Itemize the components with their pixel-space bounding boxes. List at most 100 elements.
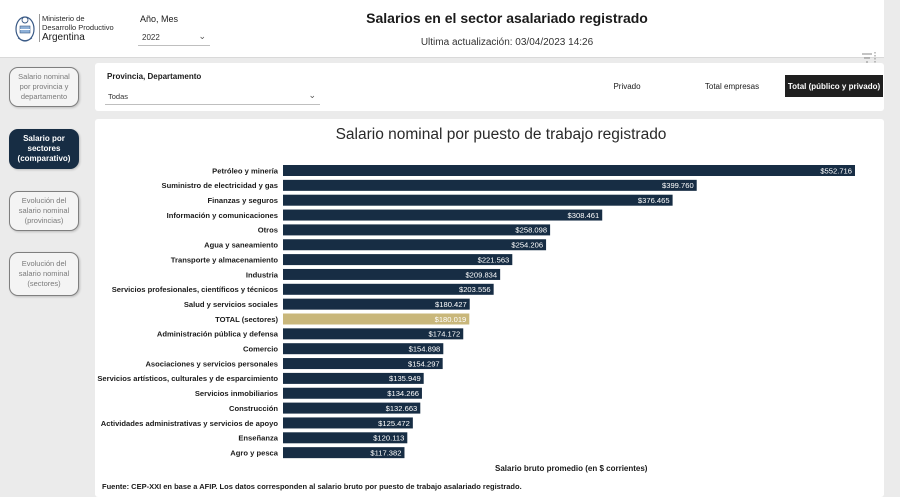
bar[interactable]	[283, 283, 494, 295]
logo-divider	[39, 14, 40, 42]
header: Ministerio de Desarrollo Productivo Arge…	[0, 0, 884, 58]
value-label: $135.949	[389, 374, 421, 383]
category-label: Petróleo y minería	[212, 166, 279, 175]
bar[interactable]	[283, 224, 551, 236]
value-label: $125.472	[378, 419, 410, 428]
segment-label: Privado	[613, 81, 641, 91]
bar[interactable]	[283, 209, 603, 221]
bar[interactable]	[283, 358, 443, 370]
segment-label: Total (público y privado)	[787, 81, 881, 91]
logo-line-3: Argentina	[42, 32, 85, 43]
bar[interactable]	[283, 372, 424, 384]
value-label: $180.427	[435, 300, 467, 309]
value-label: $117.382	[370, 448, 401, 457]
segment-total-publico-privado[interactable]: Total (público y privado)	[785, 75, 883, 97]
chevron-down-icon: ⌄	[198, 31, 206, 41]
bar[interactable]	[283, 313, 470, 325]
value-label: $174.172	[429, 330, 461, 339]
logo-line-1: Ministerio de	[42, 14, 85, 23]
value-label: $552.716	[820, 166, 852, 175]
province-dropdown-value: Todas	[108, 92, 129, 101]
category-label: Agro y pesca	[230, 448, 278, 457]
nav-salario-sectores[interactable]: Salario por sectores (comparativo)	[9, 129, 79, 169]
category-label: Servicios profesionales, científicos y t…	[112, 285, 278, 294]
bar-chart: Petróleo y minería $552.716 Suministro de …	[97, 165, 855, 459]
bar[interactable]	[283, 268, 501, 280]
nav-evolucion-provincias[interactable]: Evolución del salario nominal (provincia…	[9, 191, 79, 231]
category-label: Actividades administrativas y servicios …	[101, 419, 279, 428]
value-label: $209.834	[465, 270, 497, 279]
category-label: TOTAL (sectores)	[215, 315, 278, 324]
nav-label: Evolución del salario nominal (sectores)	[18, 259, 70, 288]
x-axis-label: Salario bruto promedio (en $ corrientes)	[495, 464, 648, 473]
category-label: Agua y saneamiento	[204, 241, 278, 250]
ministry-logo: Ministerio de Desarrollo Productivo Arge…	[14, 12, 114, 46]
period-dropdown-value: 2022	[142, 33, 160, 42]
value-label: $221.563	[478, 255, 510, 264]
bar[interactable]	[283, 417, 413, 429]
category-label: Servicios artísticos, culturales y de es…	[97, 374, 278, 383]
value-label: $120.113	[373, 434, 404, 443]
bar[interactable]	[283, 194, 673, 206]
bar[interactable]	[283, 179, 697, 191]
segment-label: Total empresas	[704, 81, 760, 91]
value-label: $203.556	[459, 285, 491, 294]
argentina-seal-icon	[15, 16, 35, 42]
nav-label: Evolución del salario nominal (provincia…	[18, 196, 70, 225]
segment-privado[interactable]: Privado	[587, 75, 667, 97]
period-label: Año, Mes	[140, 14, 179, 24]
nav-label: Salario por sectores (comparativo)	[17, 134, 71, 163]
last-update-text: Ultima actualización: 03/04/2023 14:26	[420, 37, 594, 48]
filter-panel: Provincia, Departamento Todas ⌄ Privado …	[95, 63, 884, 111]
category-label: Comercio	[243, 345, 278, 354]
value-label: $399.760	[662, 181, 694, 190]
bar[interactable]	[283, 387, 422, 399]
chevron-down-icon: ⌄	[308, 90, 316, 100]
category-label: Suministro de electricidad y gas	[162, 181, 278, 190]
period-dropdown[interactable]: 2022 ⌄	[138, 30, 210, 46]
category-label: Otros	[258, 226, 278, 235]
category-label: Asociaciones y servicios personales	[145, 359, 278, 368]
category-label: Enseñanza	[238, 434, 278, 443]
filter-icon[interactable]	[862, 52, 876, 64]
value-label: $154.898	[409, 345, 441, 354]
bar[interactable]	[283, 402, 421, 414]
chart-card: Salario nominal por puesto de trabajo re…	[95, 119, 884, 497]
category-label: Finanzas y seguros	[208, 196, 278, 205]
bar[interactable]	[283, 254, 513, 266]
province-dropdown[interactable]: Todas ⌄	[105, 89, 320, 105]
province-label: Provincia, Departamento	[107, 72, 202, 81]
nav-evolucion-sectores[interactable]: Evolución del salario nominal (sectores)	[9, 252, 79, 296]
category-label: Industria	[246, 270, 279, 279]
value-label: $308.461	[568, 211, 600, 220]
bar[interactable]	[283, 343, 444, 355]
nav-label: Salario nominal por provincia y departam…	[18, 72, 70, 101]
value-label: $180.019	[435, 315, 467, 324]
category-label: Transporte y almacenamiento	[171, 255, 279, 264]
nav-salario-provincia[interactable]: Salario nominal por provincia y departam…	[9, 67, 79, 107]
category-label: Servicios inmobiliarios	[195, 389, 278, 398]
value-label: $258.098	[515, 226, 547, 235]
value-label: $376.465	[638, 196, 670, 205]
value-label: $154.297	[408, 359, 440, 368]
bar[interactable]	[283, 298, 470, 310]
logo-text: Ministerio de Desarrollo Productivo Arge…	[42, 14, 114, 43]
page-title: Salarios en el sector asalariado registr…	[366, 10, 648, 26]
bar[interactable]	[283, 165, 855, 176]
value-label: $254.206	[511, 241, 543, 250]
value-label: $132.663	[386, 404, 418, 413]
category-label: Salud y servicios sociales	[184, 300, 278, 309]
bar[interactable]	[283, 447, 405, 459]
bar[interactable]	[283, 432, 408, 444]
value-label: $134.266	[387, 389, 419, 398]
category-label: Administración pública y defensa	[157, 330, 279, 339]
segment-total-empresas[interactable]: Total empresas	[692, 75, 772, 97]
logo-line-2: Desarrollo Productivo	[42, 22, 114, 32]
category-label: Información y comunicaciones	[167, 211, 278, 220]
bar[interactable]	[283, 328, 464, 340]
category-label: Construcción	[229, 404, 278, 413]
source-note: Fuente: CEP-XXI en base a AFIP. Los dato…	[102, 482, 522, 491]
chart-title: Salario nominal por puesto de trabajo re…	[335, 126, 667, 143]
bar[interactable]	[283, 239, 547, 251]
